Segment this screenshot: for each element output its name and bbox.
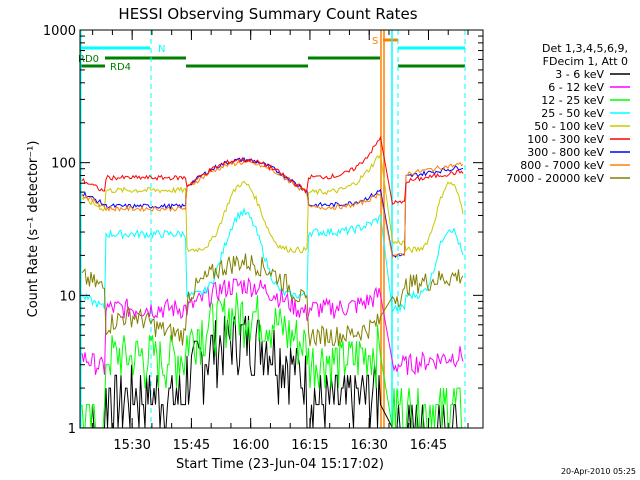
legend: Det 1,3,4,5,6,9,FDecim 1, Att 03 - 6 keV… [506,42,630,185]
series-line-red [81,135,464,205]
y-axis: 1 10 100 1000 [43,24,483,437]
y-axis-title: Count Rate (s⁻¹ detector⁻¹) [26,141,41,318]
x-tick-label: 15:45 [173,438,210,453]
y-tick-label: 1 [68,422,76,437]
flag-label: RD4 [110,62,131,73]
series-line-grn [81,292,463,429]
flag-label: S [372,36,378,47]
x-tick-label: 16:45 [410,438,447,453]
series-line-mag [81,277,464,376]
series-line-olive [81,253,464,347]
series-line-orange [81,160,464,259]
legend-entry: 800 - 7000 keV [520,159,604,172]
legend-entry: 3 - 6 keV [555,68,604,81]
legend-header: FDecim 1, Att 0 [543,55,628,68]
legend-entry: 6 - 12 keV [548,81,604,94]
chart-title: HESSI Observing Summary Count Rates [118,5,417,23]
legend-header: Det 1,3,4,5,6,9, [542,42,628,55]
series-line-cyan [81,207,464,313]
legend-entry: 12 - 25 keV [541,94,604,107]
plot-frame [79,29,484,429]
x-axis: 15:30 15:45 16:00 16:15 16:30 16:45 [92,30,469,453]
legend-entry: 25 - 50 keV [541,107,604,120]
series-line-blk [82,315,463,429]
footer-date: 20-Apr-2010 05:25 [561,467,636,476]
flag-label: N [158,44,165,55]
legend-entry: 100 - 300 keV [527,133,604,146]
x-tick-label: 16:00 [232,438,269,453]
y-tick-label: 1000 [43,24,76,39]
x-tick-label: 16:30 [350,438,387,453]
plot-area: N RD0 RD4 S [78,30,466,429]
y-tick-label: 10 [59,289,76,304]
y-tick-label: 100 [51,157,76,172]
legend-entry: 300 - 800 keV [527,146,604,159]
x-tick-label: 16:15 [291,438,328,453]
legend-entry: 50 - 100 keV [534,120,604,133]
x-axis-title: Start Time (23-Jun-04 15:17:02) [176,457,384,472]
series-line-yellow [81,153,464,254]
x-tick-label: 15:30 [113,438,150,453]
legend-entry: 7000 - 20000 keV [506,172,604,185]
flag-label: RD0 [78,54,99,65]
